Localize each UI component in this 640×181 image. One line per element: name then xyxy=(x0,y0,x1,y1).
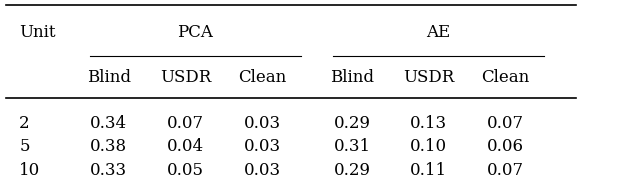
Text: USDR: USDR xyxy=(160,69,211,86)
Text: PCA: PCA xyxy=(177,24,213,41)
Text: 0.29: 0.29 xyxy=(333,115,371,132)
Text: 0.03: 0.03 xyxy=(244,115,281,132)
Text: 0.03: 0.03 xyxy=(244,162,281,179)
Text: 0.11: 0.11 xyxy=(410,162,447,179)
Text: 2: 2 xyxy=(19,115,30,132)
Text: 0.05: 0.05 xyxy=(167,162,204,179)
Text: 0.13: 0.13 xyxy=(410,115,447,132)
Text: Blind: Blind xyxy=(87,69,131,86)
Text: USDR: USDR xyxy=(403,69,454,86)
Text: Unit: Unit xyxy=(19,24,56,41)
Text: 0.10: 0.10 xyxy=(410,138,447,155)
Text: 5: 5 xyxy=(19,138,29,155)
Text: 0.07: 0.07 xyxy=(487,115,524,132)
Text: 0.31: 0.31 xyxy=(333,138,371,155)
Text: 0.07: 0.07 xyxy=(167,115,204,132)
Text: Blind: Blind xyxy=(330,69,374,86)
Text: Clean: Clean xyxy=(481,69,530,86)
Text: AE: AE xyxy=(426,24,451,41)
Text: 0.07: 0.07 xyxy=(487,162,524,179)
Text: 0.29: 0.29 xyxy=(333,162,371,179)
Text: 10: 10 xyxy=(19,162,40,179)
Text: 0.38: 0.38 xyxy=(90,138,127,155)
Text: 0.34: 0.34 xyxy=(90,115,127,132)
Text: 0.03: 0.03 xyxy=(244,138,281,155)
Text: 0.33: 0.33 xyxy=(90,162,127,179)
Text: 0.06: 0.06 xyxy=(487,138,524,155)
Text: Clean: Clean xyxy=(238,69,287,86)
Text: 0.04: 0.04 xyxy=(167,138,204,155)
